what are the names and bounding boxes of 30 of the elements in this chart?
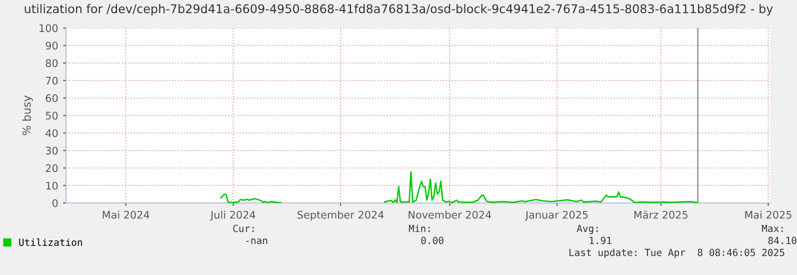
text: 84.10	[768, 236, 796, 244]
y-tick-label: 70	[46, 76, 58, 85]
y-tick-label: 40	[46, 129, 58, 138]
x-tick-label: Mai 2024	[102, 210, 150, 219]
x-tick-label: Januar 2025	[524, 210, 588, 221]
y-tick-label: 10	[46, 182, 58, 190]
chart-title: utilization for /dev/ceph-7b29d41a-6609-4950-8868-41fd8a76813a/osd-block-9c4941e2-767a-4515-8083-6a111b85d9f2 - by	[24, 4, 773, 16]
y-tick-label: 90	[46, 42, 58, 50]
y-tick-label: 80	[46, 59, 58, 68]
text: Max:	[762, 224, 783, 232]
text: Min:	[408, 224, 430, 232]
x-tick-label: Juli 2024	[210, 210, 256, 221]
text: Avg:	[576, 224, 598, 234]
y-tick-label: 30	[46, 146, 58, 155]
x-tick-label: November 2024	[408, 210, 492, 219]
y-tick-label: 0	[52, 199, 58, 208]
x-tick-label: März 2025	[634, 210, 688, 219]
y-tick-label: 100	[40, 24, 58, 32]
y-axis-title: % busy	[22, 96, 33, 136]
y-tick-label: 20	[46, 164, 58, 172]
text: 0.00	[421, 236, 444, 244]
text: Last update: Tue Apr 8 08:46:05 2025	[569, 248, 784, 258]
y-tick-label: 50	[46, 112, 58, 120]
text: Cur:	[233, 224, 254, 232]
text: -nan	[246, 238, 268, 244]
y-tick-label: 60	[46, 94, 58, 102]
legend-label: Utilization	[19, 238, 82, 246]
text: 1.91	[590, 236, 612, 244]
x-tick-label: Mai 2025	[745, 210, 792, 219]
x-tick-label: September 2024	[298, 210, 384, 221]
